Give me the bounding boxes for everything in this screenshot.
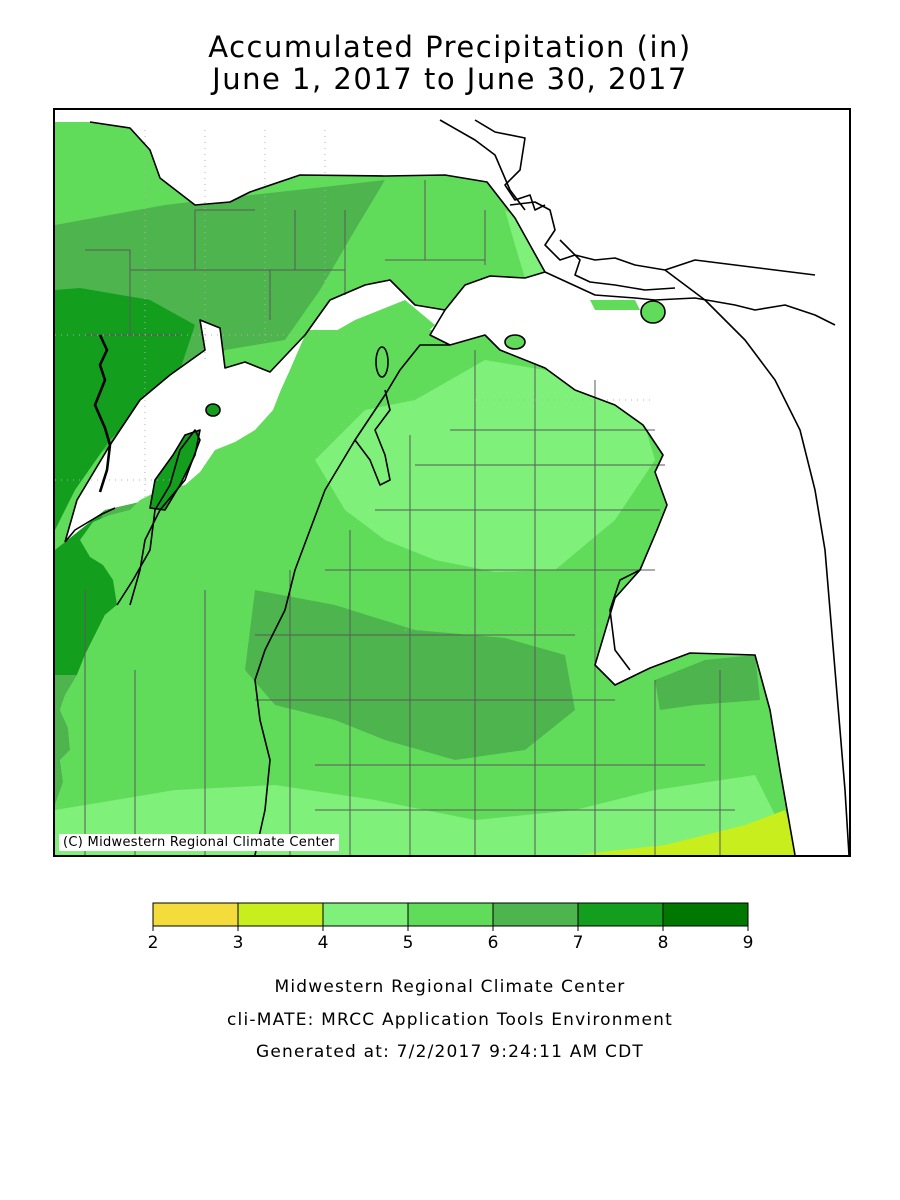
legend-tick-label: 8 — [658, 933, 669, 953]
legend-tick-label: 7 — [573, 933, 584, 953]
lower-peninsula-shading — [55, 300, 795, 855]
legend-swatch — [322, 902, 409, 927]
county-boundaries — [84, 180, 735, 855]
footer-organization: Midwestern Regional Climate Center — [274, 977, 626, 997]
map-title: Accumulated Precipitation (in) — [208, 30, 692, 64]
legend-swatch — [152, 902, 239, 927]
coastlines — [64, 119, 849, 855]
grid-dots — [55, 130, 655, 631]
legend-swatch — [492, 902, 579, 927]
legend-swatch — [407, 902, 494, 927]
map-subtitle-date-range: June 1, 2017 to June 30, 2017 — [212, 62, 688, 96]
legend-swatch — [577, 902, 664, 927]
footer-generated-time: Generated at: 7/2/2017 9:24:11 AM CDT — [256, 1042, 644, 1062]
legend-tick-label: 2 — [148, 933, 159, 953]
legend-tick-label: 9 — [743, 933, 754, 953]
state-border-wi — [93, 334, 112, 493]
legend-tick-label: 4 — [318, 933, 329, 953]
precipitation-map — [53, 108, 851, 857]
legend-swatch — [237, 902, 324, 927]
legend-tick-label: 6 — [488, 933, 499, 953]
precipitation-legend: 2 3 4 5 6 7 8 9 — [148, 902, 754, 953]
legend-tick-label: 3 — [233, 933, 244, 953]
copyright-label: (C) Midwestern Regional Climate Center — [59, 834, 339, 851]
legend-tick-label: 5 — [403, 933, 414, 953]
legend-swatch — [662, 902, 749, 927]
footer-tool-name: cli-MATE: MRCC Application Tools Environ… — [227, 1010, 673, 1030]
